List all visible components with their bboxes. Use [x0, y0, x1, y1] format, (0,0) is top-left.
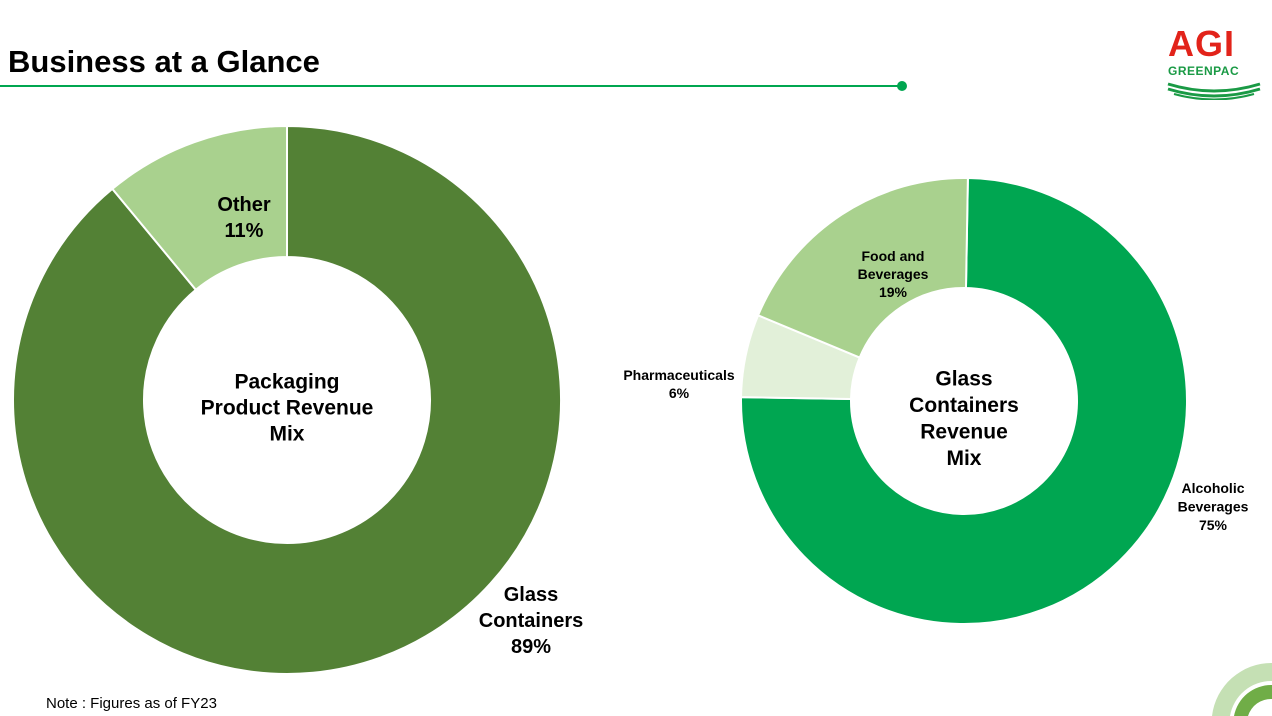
- slice-category-label: Beverages: [1178, 498, 1249, 514]
- company-logo: AGI GREENPAC: [1162, 26, 1266, 100]
- donut-slice: [740, 177, 1188, 625]
- donut-center-label: Mix: [269, 422, 304, 445]
- slice-category-label: Containers: [479, 610, 583, 632]
- slice-category-label: Other: [217, 194, 271, 216]
- footnote: Note : Figures as of FY23: [46, 695, 217, 712]
- logo-wave-icon: [1167, 82, 1261, 100]
- donut-center-label: Product Revenue: [201, 396, 374, 419]
- title-underline: [0, 85, 901, 87]
- donut-slice: [756, 177, 969, 359]
- slice-value-label: 11%: [225, 220, 264, 242]
- slice-value-label: 89%: [511, 636, 551, 658]
- donut-slice: [12, 124, 562, 675]
- donut-center-label: Mix: [946, 447, 981, 470]
- donut-center-label: Containers: [909, 394, 1019, 417]
- logo-subtext: GREENPAC: [1168, 64, 1240, 78]
- slice-category-label: Pharmaceuticals: [623, 367, 734, 383]
- slice-value-label: 19%: [879, 284, 908, 300]
- slice-category-label: Food and: [862, 248, 925, 264]
- corner-decoration-icon: [1212, 662, 1272, 716]
- slice-value-label: 6%: [669, 385, 690, 401]
- slice-category-label: Glass: [504, 584, 558, 606]
- logo-wordmark: AGI: [1168, 23, 1236, 64]
- donut-center-label: Glass: [935, 367, 992, 390]
- slice-value-label: 75%: [1199, 517, 1228, 533]
- slice-category-label: Beverages: [858, 266, 929, 282]
- donut-center-label: Revenue: [920, 420, 1008, 443]
- page-title: Business at a Glance: [8, 44, 320, 79]
- title-underline-dot: [897, 81, 907, 91]
- donut-center-label: Packaging: [234, 370, 339, 393]
- slice-category-label: Alcoholic: [1181, 480, 1244, 496]
- donut-slice: [110, 124, 288, 292]
